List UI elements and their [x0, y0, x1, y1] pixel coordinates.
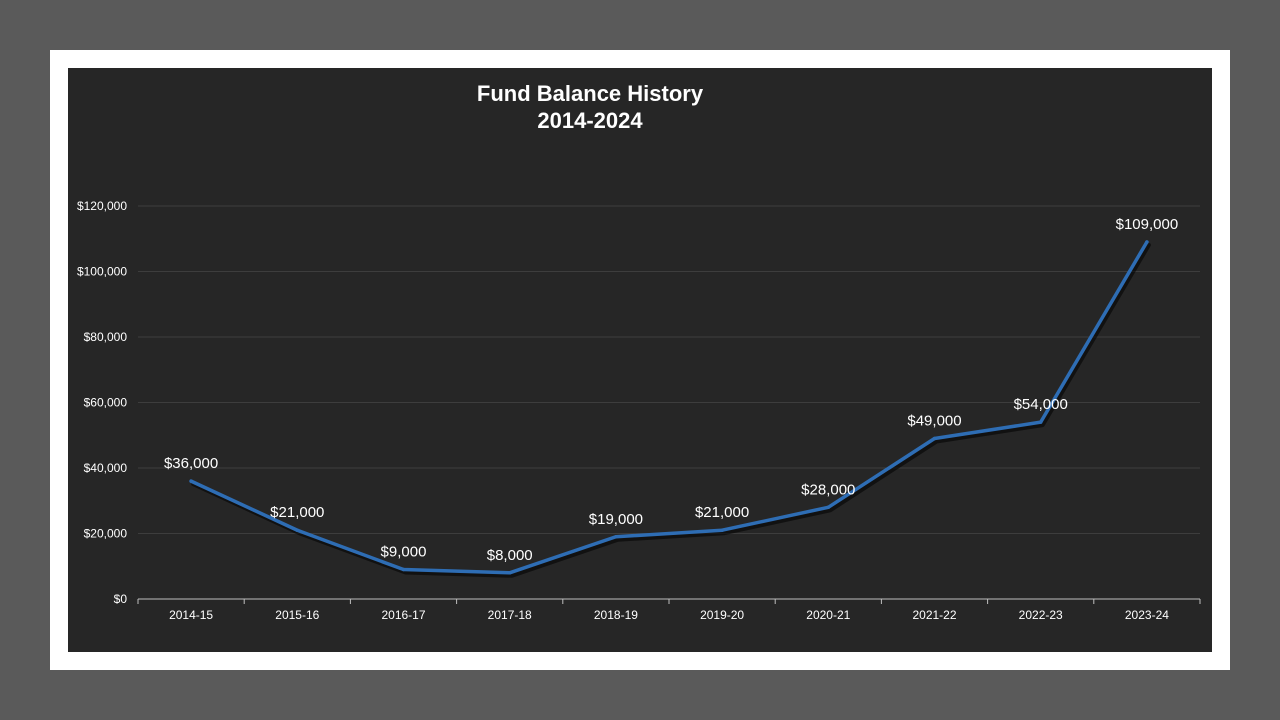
- x-tick-label: 2015-16: [275, 608, 319, 622]
- y-tick-label: $20,000: [84, 527, 128, 541]
- chart-title-block: Fund Balance History 2014-2024: [68, 80, 1212, 134]
- x-axis-tick-labels: 2014-15 2015-16 2016-17 2017-18 2018-19 2019-…: [169, 608, 1169, 622]
- data-point: [1038, 420, 1043, 424]
- y-axis-tick-labels: $0 $20,000 $40,000 $60,000 $80,000 $100,000 $1…: [77, 199, 127, 606]
- data-point: [1145, 240, 1149, 244]
- data-label: $21,000: [695, 504, 749, 521]
- x-axis: [137, 598, 1201, 604]
- x-tick-label: 2014-15: [169, 608, 213, 622]
- data-point: [614, 535, 618, 539]
- x-tick-label: 2017-18: [488, 608, 532, 622]
- data-point: [295, 528, 300, 532]
- data-point: [189, 479, 193, 483]
- data-label: $9,000: [381, 544, 427, 561]
- y-tick-label: $0: [114, 592, 128, 606]
- gridlines: [138, 205, 1200, 534]
- x-tick-label: 2023-24: [1125, 608, 1169, 622]
- data-label: $36,000: [164, 455, 218, 472]
- x-tick-label: 2018-19: [594, 608, 638, 622]
- data-point: [507, 571, 512, 575]
- series-line-shadow: [191, 243, 1151, 578]
- x-tick-label: 2016-17: [381, 608, 425, 622]
- x-tick-label: 2021-22: [912, 608, 956, 622]
- y-tick-label: $100,000: [77, 265, 127, 279]
- data-label: $54,000: [1014, 396, 1068, 413]
- data-label: $28,000: [801, 481, 855, 498]
- data-label: $109,000: [1116, 216, 1179, 233]
- data-point: [401, 567, 406, 572]
- line-chart: $0 $20,000 $40,000 $60,000 $80,000 $100,000 $1…: [77, 199, 1201, 622]
- data-point: [932, 436, 937, 441]
- y-tick-label: $60,000: [84, 396, 128, 410]
- data-point: [720, 528, 724, 532]
- y-tick-label: $80,000: [84, 330, 128, 344]
- chart-area: Fund Balance History 2014-2024 $0 $20,000…: [68, 68, 1212, 652]
- x-tick-label: 2020-21: [806, 608, 850, 622]
- y-tick-label: $120,000: [77, 199, 127, 213]
- chart-subtitle: 2014-2024: [537, 108, 643, 133]
- series-line: [189, 240, 1149, 575]
- data-label: $8,000: [487, 547, 533, 564]
- series-layer: [189, 240, 1151, 578]
- data-labels: $36,000 $21,000 $9,000 $8,000 $19,000 $21,000…: [164, 216, 1178, 564]
- slide-frame: Fund Balance History 2014-2024 $0 $20,000…: [50, 50, 1230, 670]
- chart-title: Fund Balance History: [476, 81, 704, 106]
- data-label: $21,000: [270, 504, 324, 521]
- data-label: $49,000: [907, 413, 961, 430]
- x-tick-label: 2022-23: [1019, 608, 1063, 622]
- data-label: $19,000: [589, 511, 643, 528]
- data-point: [826, 505, 831, 510]
- x-tick-label: 2019-20: [700, 608, 744, 622]
- y-tick-label: $40,000: [84, 461, 128, 475]
